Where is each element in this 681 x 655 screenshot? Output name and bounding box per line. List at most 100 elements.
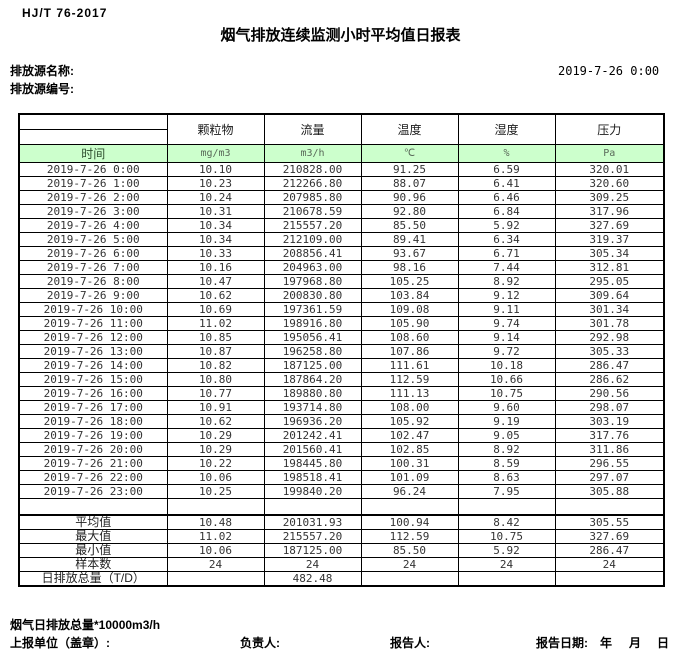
row-value: 9.05	[457, 428, 556, 443]
row-value: 6.34	[457, 232, 556, 247]
row-value: 201242.41	[263, 428, 362, 443]
column-header-particulate: 颗粒物	[166, 113, 265, 145]
empty-cell	[360, 498, 459, 516]
row-value: 10.25	[166, 484, 265, 499]
row-time: 2019-7-26 16:00	[18, 386, 168, 401]
table-row: 2019-7-26 5:00 10.34 212109.00 89.41 6.34 319…	[18, 232, 665, 247]
row-value: 109.08	[360, 302, 459, 317]
row-value: 10.22	[166, 456, 265, 471]
table-row: 2019-7-26 17:00 10.91 193714.80 108.00 9.60 2…	[18, 400, 665, 415]
row-time: 2019-7-26 13:00	[18, 344, 168, 359]
unit-pressure: Pa	[554, 144, 665, 163]
row-value: 105.92	[360, 414, 459, 429]
row-value: 10.62	[166, 288, 265, 303]
row-value: 10.80	[166, 372, 265, 387]
table-row: 2019-7-26 13:00 10.87 196258.80 107.86 9.72 3…	[18, 344, 665, 359]
summary-value: 85.50	[360, 543, 459, 558]
row-time: 2019-7-26 23:00	[18, 484, 168, 499]
summary-row: 最大值 11.02 215557.20 112.59 10.75 327.69	[18, 529, 665, 544]
row-value: 8.63	[457, 470, 556, 485]
row-value: 105.25	[360, 274, 459, 289]
row-time: 2019-7-26 8:00	[18, 274, 168, 289]
row-value: 10.33	[166, 246, 265, 261]
summary-row: 样本数 24 24 24 24 24	[18, 557, 665, 572]
row-value: 201560.41	[263, 442, 362, 457]
row-value: 198445.80	[263, 456, 362, 471]
row-value: 309.25	[554, 190, 665, 205]
summary-value: 24	[263, 557, 362, 572]
row-value: 100.31	[360, 456, 459, 471]
row-time: 2019-7-26 19:00	[18, 428, 168, 443]
row-value: 89.41	[360, 232, 459, 247]
row-value: 92.80	[360, 204, 459, 219]
row-value: 101.09	[360, 470, 459, 485]
summary-value: 11.02	[166, 529, 265, 544]
table-row: 2019-7-26 2:00 10.24 207985.80 90.96 6.46 309…	[18, 190, 665, 205]
row-value: 9.60	[457, 400, 556, 415]
summary-value: 8.42	[457, 514, 556, 530]
summary-value: 100.94	[360, 514, 459, 530]
row-value: 10.24	[166, 190, 265, 205]
summary-value: 187125.00	[263, 543, 362, 558]
table-row: 2019-7-26 0:00 10.10 210828.00 91.25 6.59 320…	[18, 162, 665, 177]
row-value: 301.34	[554, 302, 665, 317]
row-value: 199840.20	[263, 484, 362, 499]
row-value: 108.60	[360, 330, 459, 345]
report-table: 颗粒物 流量 温度 湿度 压力 时间 mg/m3 m3/h ℃ % Pa 201…	[18, 113, 665, 587]
row-value: 103.84	[360, 288, 459, 303]
row-value: 301.78	[554, 316, 665, 331]
summary-value: 112.59	[360, 529, 459, 544]
row-value: 10.34	[166, 232, 265, 247]
row-value: 215557.20	[263, 218, 362, 233]
row-value: 9.72	[457, 344, 556, 359]
row-value: 311.86	[554, 442, 665, 457]
empty-cell	[263, 498, 362, 516]
row-value: 317.96	[554, 204, 665, 219]
row-value: 312.81	[554, 260, 665, 275]
row-value: 208856.41	[263, 246, 362, 261]
row-value: 195056.41	[263, 330, 362, 345]
table-row: 2019-7-26 14:00 10.82 187125.00 111.61 10.18…	[18, 358, 665, 373]
row-value: 88.07	[360, 176, 459, 191]
summary-value	[360, 571, 459, 587]
row-value: 207985.80	[263, 190, 362, 205]
row-value: 298.07	[554, 400, 665, 415]
row-value: 107.86	[360, 344, 459, 359]
unit-particulate: mg/m3	[166, 144, 265, 163]
row-time: 2019-7-26 11:00	[18, 316, 168, 331]
empty-cell	[18, 498, 168, 516]
row-value: 210678.59	[263, 204, 362, 219]
row-time: 2019-7-26 1:00	[18, 176, 168, 191]
row-value: 196258.80	[263, 344, 362, 359]
table-row: 2019-7-26 4:00 10.34 215557.20 85.50 5.92 327…	[18, 218, 665, 233]
summary-value	[457, 571, 556, 587]
table-row: 2019-7-26 10:00 10.69 197361.59 109.08 9.11 3…	[18, 302, 665, 317]
row-value: 10.82	[166, 358, 265, 373]
summary-value: 482.48	[263, 571, 362, 587]
report-unit-label: 上报单位（盖章）:	[10, 636, 110, 650]
summary-label: 平均值	[18, 514, 168, 530]
table-row: 2019-7-26 22:00 10.06 198518.41 101.09 8.63 2…	[18, 470, 665, 485]
row-value: 295.05	[554, 274, 665, 289]
row-value: 10.16	[166, 260, 265, 275]
row-time: 2019-7-26 3:00	[18, 204, 168, 219]
page-title: 烟气排放连续监测小时平均值日报表	[220, 27, 461, 44]
row-value: 189880.80	[263, 386, 362, 401]
table-row: 2019-7-26 11:00 11.02 198916.80 105.90 9.74 3…	[18, 316, 665, 331]
table-body: 2019-7-26 0:00 10.10 210828.00 91.25 6.59 320…	[18, 162, 665, 587]
unit-temperature: ℃	[360, 144, 459, 163]
summary-value: 305.55	[554, 514, 665, 530]
row-value: 319.37	[554, 232, 665, 247]
row-value: 7.95	[457, 484, 556, 499]
summary-row: 最小值 10.06 187125.00 85.50 5.92 286.47	[18, 543, 665, 558]
row-value: 286.47	[554, 358, 665, 373]
column-header-flow: 流量	[263, 113, 362, 145]
header-spacer-top	[18, 113, 168, 130]
time-header: 时间	[18, 144, 168, 163]
row-time: 2019-7-26 9:00	[18, 288, 168, 303]
row-value: 10.75	[457, 386, 556, 401]
row-value: 5.92	[457, 218, 556, 233]
column-header-pressure: 压力	[554, 113, 665, 145]
row-value: 6.46	[457, 190, 556, 205]
row-value: 102.47	[360, 428, 459, 443]
